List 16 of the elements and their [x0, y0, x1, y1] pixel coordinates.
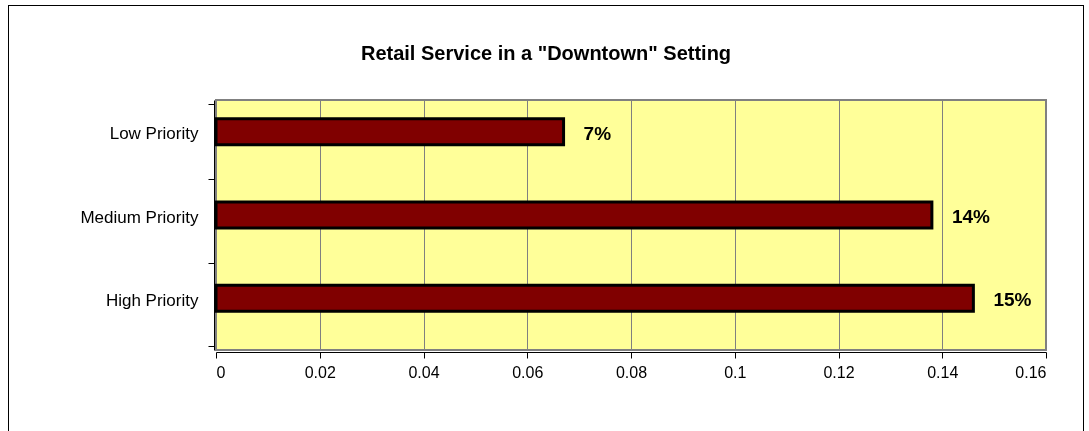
x-tick-label: 0.02	[304, 363, 336, 381]
x-tick-label: 0.06	[512, 363, 544, 381]
x-tick-label: 0.12	[823, 363, 855, 381]
data-label: 15%	[993, 289, 1032, 311]
x-tick-label: 0.16	[1015, 363, 1047, 381]
x-tick-label: 0.08	[615, 363, 648, 381]
y-tick-label: Medium Priority	[80, 207, 199, 227]
x-tick-label: 0	[216, 363, 226, 381]
y-tick-label: Low Priority	[109, 124, 199, 144]
chart-title: Retail Service in a "Downtown" Setting	[360, 42, 732, 64]
data-label: 7%	[583, 122, 612, 144]
data-label: 14%	[951, 206, 991, 227]
y-tick-label: High Priority	[105, 290, 199, 310]
x-tick-label: 0.14	[927, 363, 959, 381]
x-tick-label: 0.04	[408, 363, 440, 381]
x-tick-label: 0.1	[724, 363, 747, 381]
